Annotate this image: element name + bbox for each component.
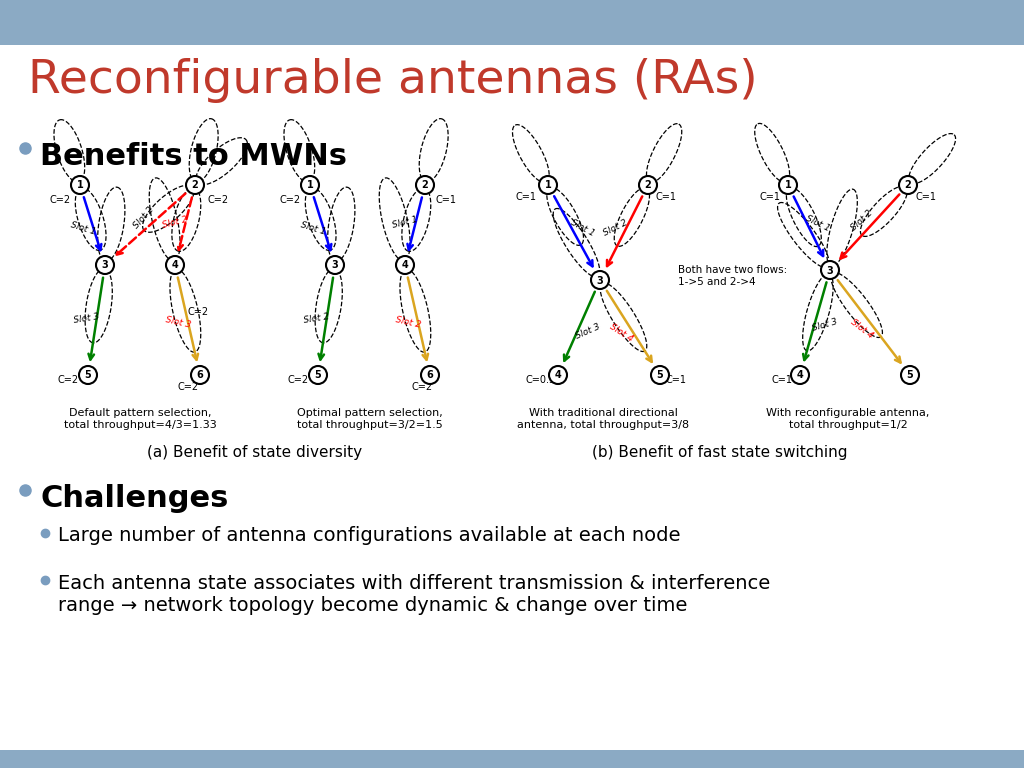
Text: 2: 2 (904, 180, 911, 190)
Text: 5: 5 (85, 370, 91, 380)
Text: C=0.5: C=0.5 (526, 375, 556, 385)
Circle shape (821, 261, 839, 279)
Text: 1: 1 (306, 180, 313, 190)
Text: Slot 2: Slot 2 (394, 315, 421, 329)
Text: Each antenna state associates with different transmission & interference
range →: Each antenna state associates with diffe… (58, 574, 770, 615)
Text: (b) Benefit of fast state switching: (b) Benefit of fast state switching (592, 445, 848, 460)
Text: C=2: C=2 (187, 307, 208, 317)
Circle shape (309, 366, 327, 384)
Text: 2: 2 (422, 180, 428, 190)
Text: Optimal pattern selection,
total throughput=3/2=1.5: Optimal pattern selection, total through… (297, 408, 442, 429)
Text: C=1: C=1 (656, 192, 677, 202)
FancyBboxPatch shape (0, 0, 1024, 45)
Text: C=2: C=2 (178, 382, 199, 392)
Text: C=2: C=2 (288, 375, 309, 385)
Circle shape (71, 176, 89, 194)
Text: 5: 5 (314, 370, 322, 380)
FancyBboxPatch shape (0, 45, 1024, 768)
Text: (a) Benefit of state diversity: (a) Benefit of state diversity (147, 445, 362, 460)
Text: 3: 3 (597, 276, 603, 286)
Circle shape (791, 366, 809, 384)
Circle shape (651, 366, 669, 384)
FancyBboxPatch shape (0, 750, 1024, 768)
Circle shape (899, 176, 918, 194)
Text: 1: 1 (545, 180, 551, 190)
Text: Slot 3: Slot 3 (811, 317, 839, 333)
Text: 2: 2 (645, 180, 651, 190)
Text: 4: 4 (555, 370, 561, 380)
Text: C=1: C=1 (760, 192, 781, 202)
Text: C=2: C=2 (280, 195, 301, 205)
Text: 4: 4 (172, 260, 178, 270)
Text: Slot 1: Slot 1 (805, 214, 831, 233)
Circle shape (539, 176, 557, 194)
Text: 5: 5 (656, 370, 664, 380)
Circle shape (301, 176, 319, 194)
Text: C=1: C=1 (516, 192, 537, 202)
Text: C=2: C=2 (58, 375, 79, 385)
Text: 4: 4 (401, 260, 409, 270)
Text: With reconfigurable antenna,
total throughput=1/2: With reconfigurable antenna, total throu… (766, 408, 930, 429)
Circle shape (901, 366, 919, 384)
Circle shape (79, 366, 97, 384)
Text: Slot 3: Slot 3 (574, 323, 602, 341)
Circle shape (96, 256, 114, 274)
Circle shape (591, 271, 609, 289)
Circle shape (191, 366, 209, 384)
Text: C=1: C=1 (435, 195, 456, 205)
Circle shape (421, 366, 439, 384)
Circle shape (166, 256, 184, 274)
Text: C=1: C=1 (665, 375, 686, 385)
Text: Slot 1: Slot 1 (70, 220, 96, 236)
Text: 6: 6 (427, 370, 433, 380)
Text: Slot 4: Slot 4 (849, 317, 876, 340)
Circle shape (326, 256, 344, 274)
Text: Slot 4: Slot 4 (608, 322, 635, 343)
Text: 6: 6 (197, 370, 204, 380)
Text: 2: 2 (191, 180, 199, 190)
Text: Default pattern selection,
total throughput=4/3=1.33: Default pattern selection, total through… (63, 408, 216, 429)
Text: Slot 1: Slot 1 (299, 220, 327, 236)
Circle shape (396, 256, 414, 274)
Text: Slot 1: Slot 1 (391, 215, 419, 230)
Circle shape (779, 176, 797, 194)
Text: Both have two flows:
1->5 and 2->4: Both have two flows: 1->5 and 2->4 (678, 265, 787, 286)
Text: 1: 1 (77, 180, 83, 190)
Text: Slot 2: Slot 2 (849, 209, 874, 233)
Text: Slot 2: Slot 2 (131, 205, 156, 230)
Text: C=2: C=2 (412, 382, 433, 392)
Text: Reconfigurable antennas (RAs): Reconfigurable antennas (RAs) (28, 58, 758, 103)
Circle shape (186, 176, 204, 194)
Text: C=2: C=2 (50, 195, 71, 205)
Text: 3: 3 (101, 260, 109, 270)
Text: 5: 5 (906, 370, 913, 380)
Text: C=2: C=2 (207, 195, 228, 205)
Text: Slot 3: Slot 3 (73, 312, 100, 325)
Text: Slot 2: Slot 2 (303, 312, 330, 325)
Text: C=1: C=1 (916, 192, 937, 202)
Text: Slot 2: Slot 2 (601, 218, 629, 238)
Circle shape (416, 176, 434, 194)
Text: Benefits to MWNs: Benefits to MWNs (40, 142, 347, 171)
Text: 3: 3 (332, 260, 338, 270)
Circle shape (639, 176, 657, 194)
Text: 4: 4 (797, 370, 804, 380)
Text: With traditional directional
antenna, total throughput=3/8: With traditional directional antenna, to… (517, 408, 689, 429)
Text: Large number of antenna configurations available at each node: Large number of antenna configurations a… (58, 526, 681, 545)
Text: Slot 2: Slot 2 (162, 215, 189, 230)
Text: Slot 3: Slot 3 (164, 315, 191, 329)
Circle shape (549, 366, 567, 384)
Text: 1: 1 (784, 180, 792, 190)
Text: Slot 1: Slot 1 (569, 217, 596, 238)
Text: Challenges: Challenges (40, 484, 228, 513)
Text: 3: 3 (826, 266, 834, 276)
Text: C=1: C=1 (772, 375, 793, 385)
